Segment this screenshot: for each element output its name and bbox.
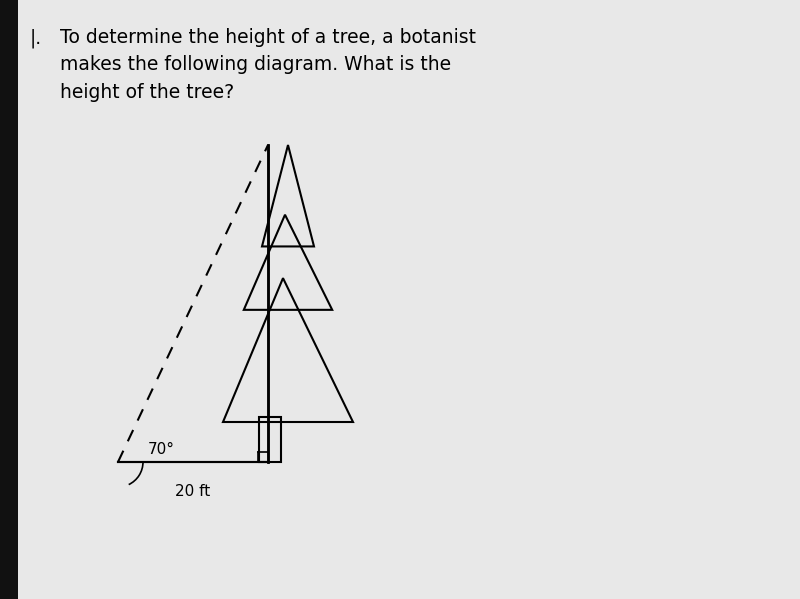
Text: 20 ft: 20 ft xyxy=(175,484,210,499)
Text: 70°: 70° xyxy=(148,442,175,457)
Text: To determine the height of a tree, a botanist
makes the following diagram. What : To determine the height of a tree, a bot… xyxy=(60,28,476,101)
Bar xyxy=(0,0,18,599)
Text: |.: |. xyxy=(30,28,42,47)
